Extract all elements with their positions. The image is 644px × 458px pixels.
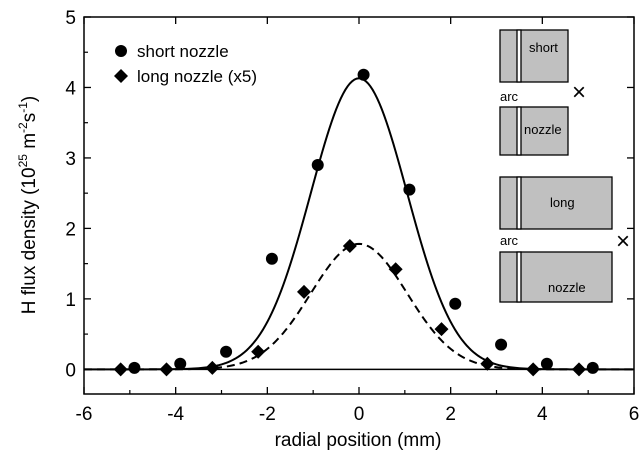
data-point-short-nozzle bbox=[495, 338, 508, 351]
short-top-block bbox=[499, 29, 569, 83]
long-arc-label: arc bbox=[500, 233, 519, 248]
long-cross-icon: × bbox=[616, 228, 630, 255]
data-point-short-nozzle bbox=[540, 357, 553, 370]
data-markers bbox=[113, 68, 599, 377]
data-point-long-nozzle bbox=[572, 362, 586, 377]
x-tick-label: -4 bbox=[167, 404, 184, 425]
fit-curve-long-nozzle bbox=[84, 242, 634, 371]
data-point-short-nozzle bbox=[357, 68, 370, 81]
x-tick-label: 0 bbox=[354, 404, 365, 425]
data-point-long-nozzle bbox=[526, 362, 541, 377]
data-point-short-nozzle bbox=[174, 357, 187, 370]
y-tick-label: 2 bbox=[65, 219, 76, 240]
x-axis: -6 -4 -2 0 2 4 6 bbox=[76, 17, 640, 425]
y-tick-label: 4 bbox=[65, 78, 76, 99]
data-point-long-nozzle bbox=[251, 344, 266, 359]
legend-label-long-nozzle: long nozzle (x5) bbox=[137, 67, 257, 86]
x-tick-label: 6 bbox=[629, 404, 640, 425]
data-point-long-nozzle bbox=[480, 356, 495, 371]
long-bottom-tube bbox=[516, 251, 522, 303]
x-tick-label: -2 bbox=[259, 404, 276, 425]
long-bottom-label: nozzle bbox=[548, 280, 586, 295]
y-tick-label: 5 bbox=[65, 8, 76, 29]
data-point-long-nozzle bbox=[297, 284, 311, 299]
data-point-long-nozzle bbox=[205, 360, 220, 375]
short-bottom-tube bbox=[516, 106, 522, 156]
data-point-short-nozzle bbox=[311, 158, 324, 171]
data-point-long-nozzle bbox=[434, 322, 449, 337]
short-arc-label: arc bbox=[500, 89, 519, 104]
inset-short-nozzle: short arc × nozzle bbox=[499, 29, 586, 156]
data-point-long-nozzle bbox=[159, 362, 174, 377]
y-axis-title: H flux density (1025 m-2s-1) bbox=[16, 96, 40, 314]
data-point-long-nozzle bbox=[388, 262, 403, 277]
legend: short nozzle long nozzle (x5) bbox=[114, 42, 257, 86]
data-point-short-nozzle bbox=[220, 345, 233, 358]
x-axis-title: radial position (mm) bbox=[275, 430, 442, 451]
data-point-short-nozzle bbox=[586, 361, 599, 374]
data-point-short-nozzle bbox=[265, 252, 278, 265]
data-point-long-nozzle bbox=[342, 239, 357, 254]
data-point-short-nozzle bbox=[403, 183, 416, 196]
short-bottom-block bbox=[499, 106, 569, 156]
x-tick-label: 2 bbox=[445, 404, 456, 425]
x-tick-label: 4 bbox=[537, 404, 548, 425]
short-bottom-label: nozzle bbox=[524, 122, 562, 137]
short-cross-icon: × bbox=[572, 79, 586, 106]
long-top-label: long bbox=[550, 195, 575, 210]
long-top-tube bbox=[516, 176, 522, 230]
x-tick-label: -6 bbox=[76, 404, 93, 425]
data-point-long-nozzle bbox=[113, 362, 128, 377]
short-top-tube bbox=[516, 29, 522, 83]
legend-marker-circle bbox=[115, 45, 127, 57]
legend-marker-diamond bbox=[114, 69, 128, 83]
y-tick-label: 0 bbox=[65, 360, 76, 381]
data-point-short-nozzle bbox=[449, 297, 462, 310]
data-point-short-nozzle bbox=[128, 361, 141, 374]
inset-long-nozzle: long arc × nozzle bbox=[499, 176, 630, 303]
y-tick-label: 3 bbox=[65, 149, 76, 170]
legend-label-short-nozzle: short nozzle bbox=[137, 42, 229, 61]
y-tick-label: 1 bbox=[65, 290, 76, 311]
short-top-label: short bbox=[529, 40, 558, 55]
